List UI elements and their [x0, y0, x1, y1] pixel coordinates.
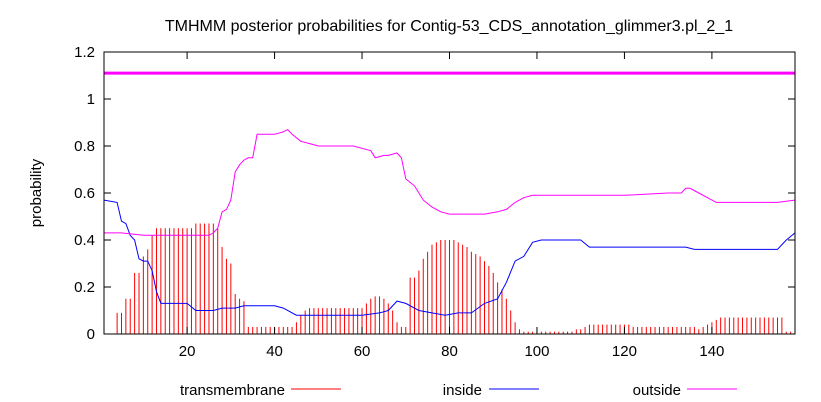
x-tick-label: 140: [699, 343, 724, 360]
x-tick-label: 100: [524, 343, 549, 360]
y-tick-label: 0: [87, 326, 95, 343]
x-tick-label: 80: [441, 343, 458, 360]
legend-label-inside: inside: [443, 382, 482, 399]
y-tick-label: 0.2: [74, 279, 95, 296]
x-tick-label: 40: [266, 343, 283, 360]
legend-label-transmembrane: transmembrane: [180, 382, 285, 399]
inside-series-line: [103, 199, 796, 316]
y-tick-label: 1: [87, 91, 95, 108]
x-tick-label: 120: [612, 343, 637, 360]
y-tick-label: 0.4: [74, 232, 95, 249]
outside-series-line: [104, 128, 796, 236]
y-tick-label: 0.8: [74, 138, 95, 155]
y-tick-label: 1.2: [74, 44, 95, 61]
chart-title: TMHMM posterior probabilities for Contig…: [165, 18, 733, 35]
y-tick-label: 0.6: [74, 185, 95, 202]
x-tick-label: 20: [179, 343, 196, 360]
y-axis-label: probability: [28, 158, 45, 227]
legend-label-outside: outside: [633, 382, 681, 399]
x-tick-label: 60: [354, 343, 371, 360]
